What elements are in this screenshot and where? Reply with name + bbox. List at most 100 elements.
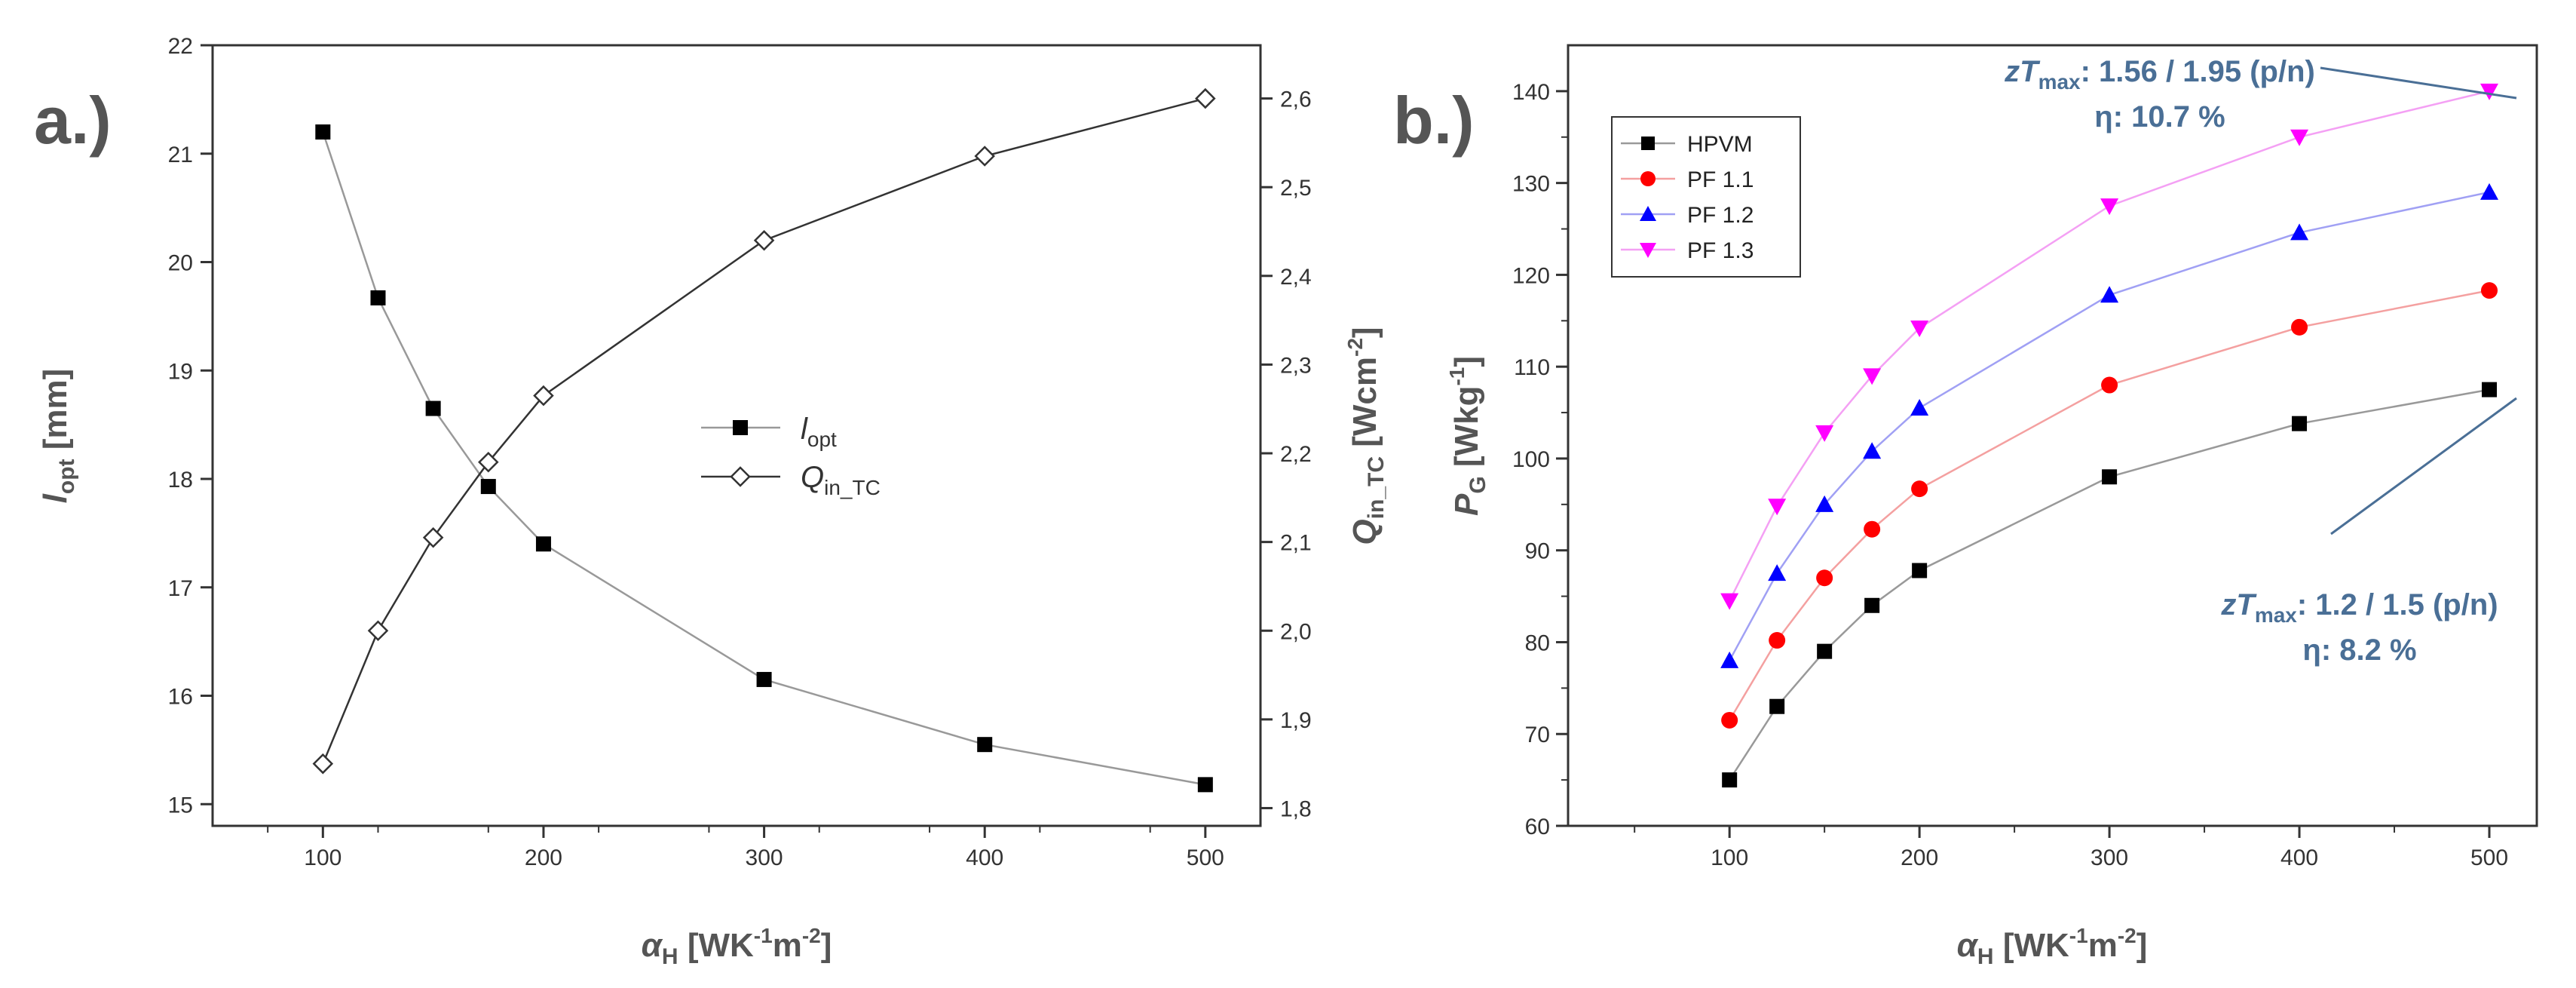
series-group-b bbox=[1720, 83, 2499, 788]
series-line-PF-1.2 bbox=[1729, 191, 2490, 661]
y-tick-label-right-a: 2,4 bbox=[1280, 265, 1312, 290]
y-tick-label-left-a: 17 bbox=[168, 576, 193, 601]
legend-item-lopt: lopt bbox=[701, 413, 837, 451]
y-tick-label-left-a: 21 bbox=[168, 143, 193, 167]
data-point-Q_in_TC bbox=[533, 385, 554, 407]
x-tick-label-a: 200 bbox=[525, 845, 562, 870]
data-point-l_opt bbox=[535, 536, 551, 552]
y-tick-label-b: 90 bbox=[1525, 539, 1550, 564]
y-tick-label-b: 80 bbox=[1525, 631, 1550, 655]
data-point-HPVM bbox=[1769, 698, 1785, 714]
legend-b: HPVM PF 1.1 PF 1.2 PF 1.3 bbox=[1611, 116, 1801, 278]
data-point-Q_in_TC bbox=[1195, 87, 1216, 109]
data-point-PF-1.1 bbox=[1769, 632, 1786, 649]
x-ticks-a: 100 200 300 400 500 bbox=[267, 826, 1224, 870]
annotation-top-zt: zTmax: 1.56 / 1.95 (p/n) bbox=[2004, 55, 2315, 94]
data-point-PF-1.1 bbox=[2291, 318, 2308, 336]
series-line-PF-1.3 bbox=[1729, 90, 2490, 602]
y-tick-label-left-a: 15 bbox=[168, 793, 193, 818]
y-tick-label-b: 60 bbox=[1525, 815, 1550, 839]
data-point-PF-1.3 bbox=[1910, 321, 1929, 338]
y-tick-label-b: 70 bbox=[1525, 723, 1550, 747]
data-point-Q_in_TC bbox=[478, 452, 499, 473]
x-tick-label-b: 200 bbox=[1901, 845, 1938, 870]
annotation-top-eta: η: 10.7 % bbox=[2094, 100, 2225, 133]
legend-marker-PF-1.1 bbox=[1640, 171, 1656, 186]
x-tick-label-a: 100 bbox=[304, 845, 342, 870]
y-ticks-b: 60 70 80 90 100 110 120 130 140 bbox=[1512, 80, 1568, 839]
y-tick-label-right-a: 1,8 bbox=[1280, 796, 1312, 821]
legend-label-lopt: lopt bbox=[801, 413, 837, 451]
y-tick-label-left-a: 18 bbox=[168, 468, 193, 492]
x-tick-label-b: 500 bbox=[2470, 845, 2508, 870]
y-tick-label-right-a: 2,3 bbox=[1280, 353, 1312, 378]
x-tick-label-a: 500 bbox=[1187, 845, 1224, 870]
y-tick-label-left-a: 22 bbox=[168, 34, 193, 59]
x-axis-title-a: αH [WK-1m-2] bbox=[642, 924, 832, 969]
y-tick-label-right-a: 2,5 bbox=[1280, 176, 1312, 201]
data-point-HPVM bbox=[1864, 597, 1880, 613]
legend-marker-qin bbox=[730, 466, 751, 487]
plot-frame-b bbox=[1567, 44, 2538, 827]
data-point-PF-1.1 bbox=[2101, 376, 2118, 394]
y-tick-label-left-a: 16 bbox=[168, 685, 193, 710]
y-tick-label-left-a: 19 bbox=[168, 359, 193, 384]
x-tick-label-b: 400 bbox=[2280, 845, 2318, 870]
data-point-PF-1.2 bbox=[2480, 183, 2499, 200]
legend-a: lopt Qin_TC bbox=[701, 413, 881, 499]
y-tick-label-right-a: 2,6 bbox=[1280, 87, 1312, 112]
data-point-PF-1.2 bbox=[1863, 442, 1882, 459]
legend-label-PF-1.1: PF 1.1 bbox=[1687, 167, 1754, 192]
data-point-PF-1.1 bbox=[1721, 711, 1738, 729]
x-tick-label-b: 100 bbox=[1711, 845, 1748, 870]
legend-marker-HPVM bbox=[1641, 137, 1655, 150]
series-line-Q_in_TC bbox=[322, 97, 1206, 765]
data-point-PF-1.3 bbox=[1720, 593, 1739, 610]
annotation-bottom-eta: η: 8.2 % bbox=[2302, 634, 2416, 667]
data-point-HPVM bbox=[1912, 563, 1928, 578]
data-point-HPVM bbox=[2482, 382, 2498, 397]
y-tick-label-b: 100 bbox=[1512, 447, 1550, 472]
legend-label-qin: Qin_TC bbox=[801, 461, 881, 499]
y-axis-title-b: PG [Wkg-1] bbox=[1445, 356, 1490, 516]
data-point-l_opt bbox=[425, 400, 441, 416]
data-point-l_opt bbox=[370, 290, 386, 305]
data-point-PF-1.3 bbox=[2480, 83, 2499, 100]
y-tick-label-b: 110 bbox=[1514, 355, 1550, 380]
y-tick-label-right-a: 2,0 bbox=[1280, 619, 1312, 644]
data-point-PF-1.1 bbox=[2481, 282, 2498, 299]
series-group-a bbox=[312, 87, 1216, 793]
data-point-PF-1.2 bbox=[1815, 495, 1834, 512]
data-point-PF-1.3 bbox=[1863, 368, 1882, 385]
annotation-bottom: zTmax: 1.2 / 1.5 (p/n) η: 8.2 % bbox=[2220, 397, 2517, 667]
legend-label-PF-1.2: PF 1.2 bbox=[1687, 203, 1754, 228]
panel-label-a: a.) bbox=[34, 83, 112, 158]
data-point-PF-1.2 bbox=[2100, 286, 2119, 303]
data-point-PF-1.3 bbox=[2100, 198, 2119, 216]
y-tick-label-b: 130 bbox=[1512, 172, 1550, 197]
data-point-PF-1.2 bbox=[2290, 223, 2309, 241]
data-point-Q_in_TC bbox=[422, 526, 444, 548]
panel-label-b: b.) bbox=[1393, 83, 1475, 158]
y-tick-label-b: 140 bbox=[1512, 80, 1550, 105]
y-ticks-right-a: 1,8 1,9 2,0 2,1 2,2 2,3 2,4 2,5 2,6 bbox=[1260, 87, 1312, 821]
legend-marker-PF-1.2 bbox=[1640, 206, 1656, 221]
y-axis-title-right-a: Qin_TC [Wcm-2] bbox=[1343, 327, 1389, 545]
x-tick-label-b: 300 bbox=[2091, 845, 2128, 870]
legend-item-qin: Qin_TC bbox=[701, 461, 881, 499]
y-ticks-left-a: 15 16 17 18 19 20 21 22 bbox=[168, 34, 213, 818]
plot-frame-a bbox=[211, 44, 1262, 827]
x-ticks-b: 100 200 300 400 500 bbox=[1634, 826, 2508, 870]
data-point-l_opt bbox=[480, 479, 496, 495]
data-point-PF-1.1 bbox=[1911, 480, 1928, 498]
data-point-PF-1.2 bbox=[1768, 564, 1787, 581]
y-tick-label-right-a: 1,9 bbox=[1280, 708, 1312, 733]
data-point-l_opt bbox=[756, 671, 772, 687]
data-point-PF-1.2 bbox=[1720, 651, 1739, 668]
x-tick-label-a: 300 bbox=[746, 845, 783, 870]
data-point-HPVM bbox=[2292, 416, 2308, 431]
data-point-PF-1.1 bbox=[1816, 569, 1833, 587]
y-axis-title-left-a: lopt [mm] bbox=[37, 369, 79, 504]
data-point-PF-1.3 bbox=[1815, 425, 1834, 442]
